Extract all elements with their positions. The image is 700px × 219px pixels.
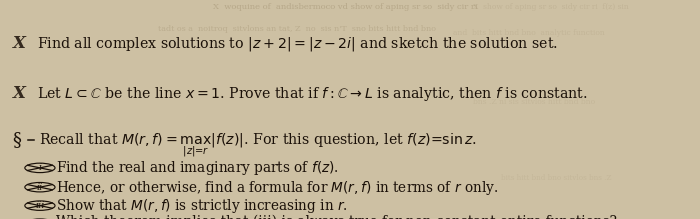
Text: X: X <box>13 35 25 53</box>
Text: Find all complex solutions to $|z + 2| = |z - 2i|$ and sketch the solution set.: Find all complex solutions to $|z + 2| =… <box>37 35 559 53</box>
Text: iii: iii <box>35 201 45 210</box>
Text: §: § <box>13 131 22 149</box>
Text: bits hitt bnd bno sitvlos bns .Z: bits hitt bnd bno sitvlos bns .Z <box>501 174 611 182</box>
Text: tadt os a  noitroq  sitvlons an tat, Z  no  sis n'T  sno bits hitt bnd bno: tadt os a noitroq sitvlons an tat, Z no … <box>158 25 436 33</box>
Text: Let $L \subset \mathbb{C}$ be the line $x = 1$. Prove that if $f : \mathbb{C} \t: Let $L \subset \mathbb{C}$ be the line $… <box>37 85 588 103</box>
Text: Find the real and imaginary parts of $f(z)$.: Find the real and imaginary parts of $f(… <box>57 159 339 177</box>
Text: Show that $M(r, f)$ is strictly increasing in $r$.: Show that $M(r, f)$ is strictly increasi… <box>57 197 348 215</box>
Text: ii: ii <box>37 183 43 192</box>
Text: Which theorem implies that (iii) is always true for non-constant entire function: Which theorem implies that (iii) is alwa… <box>57 215 617 219</box>
Text: i: i <box>38 163 41 172</box>
Text: X  woquine of  andisbermoco vd show of aping sr so  sidy cir ri: X woquine of andisbermoco vd show of api… <box>213 3 477 11</box>
Text: and  bits hitt bnd bno  analytic function: and bits hitt bnd bno analytic function <box>453 29 605 37</box>
Text: X: X <box>13 85 25 102</box>
Text: Recall that $M(r, f) = \max_{|z|=r} |f(z)|$. For this question, let $f(z) = \sin: Recall that $M(r, f) = \max_{|z|=r} |f(z… <box>38 131 477 159</box>
Text: X  show of aping sr so  sidy cir ri  f(z) sin: X show of aping sr so sidy cir ri f(z) s… <box>473 3 629 11</box>
Text: bns .Z ni sis sitvlos hitt bnd bno: bns .Z ni sis sitvlos hitt bnd bno <box>473 98 596 106</box>
Text: Hence, or otherwise, find a formula for $M(r, f)$ in terms of $r$ only.: Hence, or otherwise, find a formula for … <box>57 179 498 197</box>
